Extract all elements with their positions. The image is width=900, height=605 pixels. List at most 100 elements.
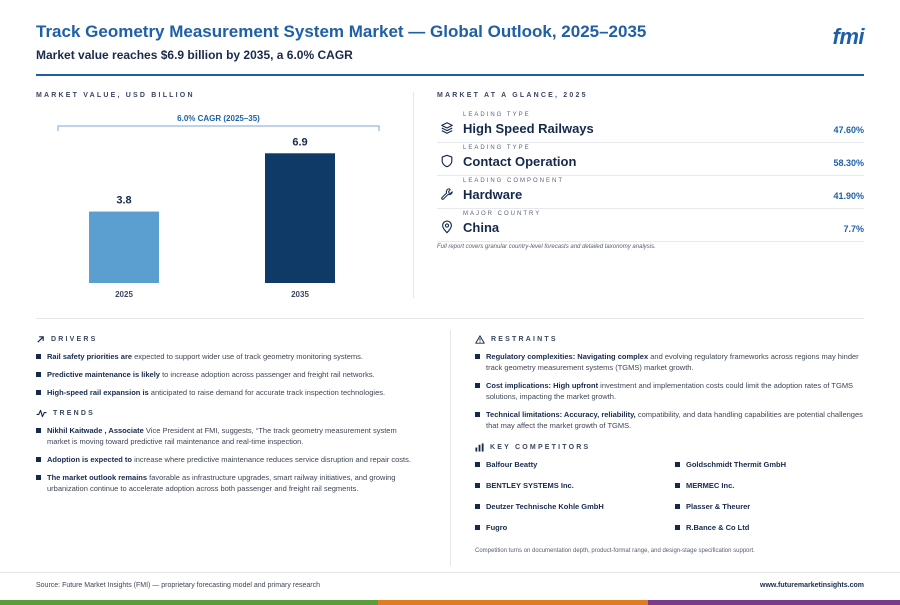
list-item: Rail safety priorities are expected to s… [36,351,426,362]
competitors-grid: Balfour Beatty Goldschmidt Thermit GmbH … [475,460,865,540]
glance-share-value: 41.90% [833,191,864,201]
x-tick-label: 2035 [291,290,309,299]
bar-2025 [89,211,159,283]
competitors-label: KEY COMPETITORS [490,444,591,451]
driver-lead: High-speed rail expansion is [47,388,149,397]
trend-line-icon [36,409,47,418]
page-subtitle: Market value reaches $6.9 billion by 203… [36,48,353,62]
glance-segment-name: Hardware [463,187,523,202]
list-item: Adoption is expected to increase where p… [36,454,414,465]
list-item: Cost implications: High upfront investme… [475,380,865,402]
x-tick-label: 2025 [115,290,133,299]
restraints-heading: RESTRAINTS [475,335,558,344]
list-item: Regulatory complexities: Navigating comp… [475,351,865,373]
report-header: Track Geometry Measurement System Market… [36,22,864,76]
restraint-text: investment and implementation costs coul… [486,381,854,401]
competitor-item: R.Bance & Co Ltd [675,523,749,532]
glance-segment-name: High Speed Railways [463,121,594,136]
competitor-item: Deutzer Technische Kohle GmbH [475,502,604,511]
glance-row-leading-type: LEADING TYPE High Speed Railways 47.60% [437,112,864,143]
layers-icon [441,122,453,134]
chart-section-label: MARKET VALUE, USD BILLION [36,92,195,99]
glance-segment-name: China [463,220,500,235]
driver-text: to increase adoption across passenger an… [159,370,375,379]
cagr-bracket [57,125,380,131]
strip-segment-green [0,600,378,605]
bar-chart-icon [475,443,484,452]
horizontal-divider [36,318,864,319]
trends-label: TRENDS [53,410,95,417]
trend-lead: Nikhil Kaitwade , Associate [47,426,144,435]
market-at-a-glance: MARKET AT A GLANCE, 2025 LEADING TYPE Hi… [437,92,864,252]
glance-category: MAJOR COUNTRY [463,211,542,217]
glance-share-value: 47.60% [833,125,864,135]
glance-row-leading-type-2: LEADING TYPE Contact Operation 58.30% [437,145,864,176]
drivers-list: Rail safety priorities are expected to s… [36,351,426,398]
bar-2035 [265,153,335,283]
trend-lead: Adoption is expected to [47,455,133,464]
list-item: The market outlook remains favorable as … [36,472,414,494]
fmi-logo[interactable]: fmi [832,24,865,49]
restraint-lead: Technical limitations: Accuracy, reliabi… [486,410,636,419]
cagr-annotation: 6.0% CAGR (2025–35) [177,114,260,123]
source-note: Source: Future Market Insights (FMI) — p… [36,582,320,589]
competitors-footnote: Competition turns on documentation depth… [475,548,755,554]
restraints-label: RESTRAINTS [491,336,558,343]
glance-section-label: MARKET AT A GLANCE, 2025 [437,92,588,99]
glance-category: LEADING TYPE [463,145,531,151]
glance-footnote: Full report covers granular country-leve… [437,244,656,250]
list-item: Technical limitations: Accuracy, reliabi… [475,409,865,431]
glance-share-value: 7.7% [843,224,864,234]
driver-lead: Rail safety priorities are [47,352,133,361]
wrench-icon [441,188,453,200]
competitor-item: Balfour Beatty [475,460,537,469]
driver-text: anticipated to raise demand for accurate… [148,388,386,397]
map-pin-icon [442,220,452,234]
shield-icon [441,154,453,168]
competitor-item: Goldschmidt Thermit GmbH [675,460,786,469]
glance-category: LEADING COMPONENT [463,178,565,184]
market-value-chart-panel: MARKET VALUE, USD BILLION 3.8 2025 6.9 2035… [36,92,406,302]
glance-row-leading-component: LEADING COMPONENT Hardware 41.90% [437,178,864,209]
restraints-list: Regulatory complexities: Navigating comp… [475,351,865,431]
bar-value-label: 6.9 [292,136,307,148]
driver-text: expected to support wider use of track g… [132,352,363,361]
glance-category: LEADING TYPE [463,112,531,118]
trend-text: favorable as infrastructure upgrades, sm… [47,473,396,493]
bar-value-label: 3.8 [116,195,131,207]
trends-heading: TRENDS [36,409,95,418]
competitor-item: MERMEC Inc. [675,481,734,490]
column-divider [450,330,451,566]
competitor-item: BENTLEY SYSTEMS Inc. [475,481,574,490]
restraint-lead: Cost implications: High upfront [486,381,599,390]
glance-segment-name: Contact Operation [463,154,577,169]
list-item: Nikhil Kaitwade , Associate Vice Preside… [36,425,414,447]
arrow-up-right-icon [37,336,44,343]
section-divider [413,92,414,298]
restraint-text: and evolving regulatory frameworks acros… [486,352,859,372]
warning-triangle-icon [475,335,485,344]
strip-segment-purple [648,600,900,605]
brand-color-strip [0,600,900,605]
drivers-label: DRIVERS [51,336,98,343]
strip-segment-orange [378,600,648,605]
competitor-item: Plasser & Theurer [675,502,750,511]
page-title: Track Geometry Measurement System Market… [36,22,647,41]
restraint-lead: Regulatory complexities: Navigating comp… [486,352,649,361]
website-link[interactable]: www.futuremarketinsights.com [760,582,864,589]
competitors-heading: KEY COMPETITORS [475,443,590,452]
trend-text: increase where predictive maintenance re… [132,455,411,464]
trends-list: Nikhil Kaitwade , Associate Vice Preside… [36,425,414,494]
list-item: Predictive maintenance is likely to incr… [36,369,426,380]
footer-divider [0,572,900,573]
competitor-item: Fugro [475,523,507,532]
drivers-heading: DRIVERS [36,335,98,344]
trend-lead: The market outlook remains [47,473,148,482]
glance-row-major-country: MAJOR COUNTRY China 7.7% [437,211,864,242]
trend-text: Vice President at FMI, suggests, “The tr… [47,426,397,446]
glance-share-value: 58.30% [833,158,864,168]
market-value-bar-chart: 3.8 2025 6.9 2035 6.0% CAGR (2025–35) [57,114,380,299]
restraint-text: compatibility, and data handling capabil… [486,410,863,430]
list-item: High-speed rail expansion is anticipated… [36,387,426,398]
driver-lead: Predictive maintenance is likely [47,370,160,379]
